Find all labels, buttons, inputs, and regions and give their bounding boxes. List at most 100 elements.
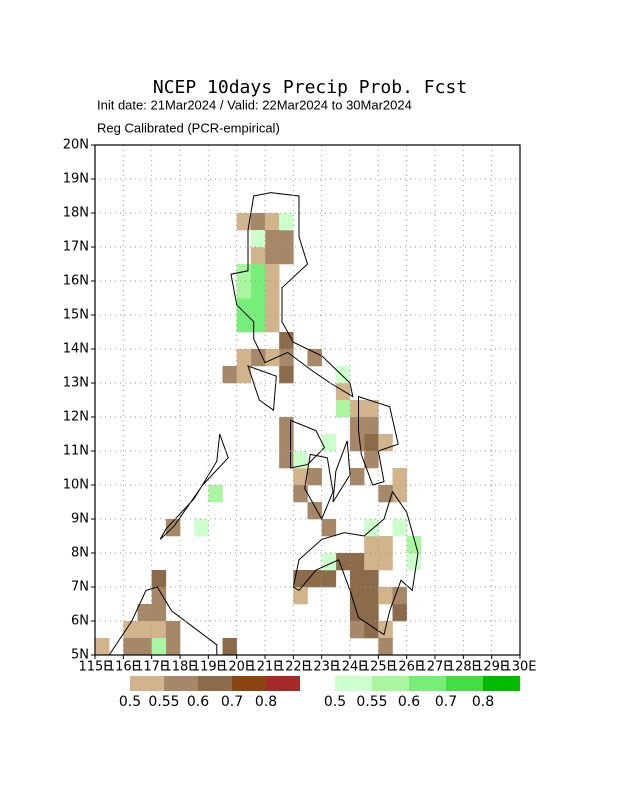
prob-cell <box>335 400 351 418</box>
prob-cell <box>350 553 365 571</box>
y-tick-label: 15N <box>63 308 89 323</box>
prob-cell <box>250 281 266 299</box>
prob-cell <box>307 349 322 367</box>
prob-cell <box>279 366 294 384</box>
prob-cell <box>151 604 167 622</box>
cells <box>95 213 422 656</box>
prob-cell <box>236 281 252 299</box>
x-tick-label: 116E <box>107 660 140 675</box>
prob-cell <box>364 604 379 622</box>
prob-cell <box>335 383 351 401</box>
prob-cell <box>279 451 294 469</box>
prob-cell <box>250 264 266 282</box>
prob-cell <box>137 638 152 656</box>
legend-label: 0.6 <box>187 694 209 710</box>
legend-label: 0.7 <box>435 694 457 710</box>
legend-label: 0.55 <box>148 694 179 710</box>
prob-cell <box>293 485 308 503</box>
prob-cell <box>364 621 379 639</box>
legend-label: 0.5 <box>324 694 346 710</box>
prob-cell <box>378 638 393 656</box>
legend-label: 0.7 <box>221 694 243 710</box>
prob-cell <box>123 621 138 639</box>
prob-cell <box>350 621 365 639</box>
prob-cell <box>293 468 308 486</box>
prob-cell <box>378 485 393 503</box>
y-tick-label: 13N <box>63 376 89 391</box>
prob-cell <box>265 315 280 333</box>
prob-cell <box>350 468 365 486</box>
x-tick-label: 117E <box>135 660 168 675</box>
legend-label: 0.8 <box>255 694 277 710</box>
coast-outline <box>292 490 419 636</box>
prob-cell <box>350 400 365 418</box>
coast-outline <box>304 453 334 521</box>
legend-swatch <box>164 676 198 691</box>
prob-cell <box>279 417 294 435</box>
prob-cell <box>350 570 365 588</box>
x-tick-label: 122E <box>277 660 310 675</box>
prob-cell <box>307 570 322 588</box>
x-tick-label: 123E <box>305 660 338 675</box>
x-tick-label: 126E <box>390 660 423 675</box>
legend-swatch <box>130 676 164 691</box>
prob-cell <box>250 349 266 367</box>
prob-cell <box>208 485 223 503</box>
legend-swatch <box>446 676 483 691</box>
y-tick-label: 11N <box>63 444 89 459</box>
prob-cell <box>364 587 379 605</box>
prob-cell <box>151 621 167 639</box>
y-tick-label: 19N <box>63 172 89 187</box>
prob-cell <box>392 587 407 605</box>
prob-cell <box>392 604 407 622</box>
coast-outline <box>358 395 399 486</box>
prob-cell <box>265 264 280 282</box>
prob-cell <box>265 298 280 316</box>
prob-cell <box>350 587 365 605</box>
prob-cell <box>265 247 280 265</box>
y-tick-label: 20N <box>63 138 89 153</box>
coast-outline <box>332 440 351 503</box>
prob-cell <box>364 400 379 418</box>
prob-cell <box>165 638 181 656</box>
coast-outline <box>108 586 218 656</box>
x-tick-label: 118E <box>163 660 196 675</box>
coastline <box>108 192 419 656</box>
prob-cell <box>250 315 266 333</box>
x-tick-label: 120E <box>220 660 253 675</box>
prob-cell <box>265 281 280 299</box>
chart-title: NCEP 10days Precip Prob. Fcst <box>153 77 467 98</box>
prob-cell <box>307 468 322 486</box>
prob-cell <box>378 553 393 571</box>
prob-cell <box>123 638 138 656</box>
prob-cell <box>250 247 266 265</box>
prob-cell <box>335 553 351 571</box>
prob-cell <box>335 366 351 384</box>
prob-cell <box>236 366 252 384</box>
prob-cell <box>194 519 209 537</box>
prob-cell <box>364 434 379 452</box>
y-tick-label: 18N <box>63 206 89 221</box>
prob-cell <box>293 451 308 469</box>
prob-cell <box>350 434 365 452</box>
x-tick-label: 115E <box>78 660 111 675</box>
legend: 0.5 0.55 0.6 0.7 0.8 0.5 0.55 0.6 0.7 0.8 <box>119 676 520 710</box>
prob-cell <box>321 519 337 537</box>
y-tick-label: 16N <box>63 274 89 289</box>
prob-cell <box>406 553 422 571</box>
legend-label: 0.8 <box>472 694 494 710</box>
coast-outline <box>290 419 326 469</box>
legend-label: 0.5 <box>119 694 141 710</box>
prob-cell <box>236 213 252 231</box>
x-tick-label: 127E <box>418 660 451 675</box>
y-tick-label: 17N <box>63 240 89 255</box>
y-tick-label: 14N <box>63 342 89 357</box>
prob-cell <box>279 213 294 231</box>
prob-cell <box>364 417 379 435</box>
coast-outline <box>159 433 229 540</box>
x-tick-label: 128E <box>447 660 480 675</box>
legend-swatch <box>232 676 266 691</box>
note: Reg Calibrated (PCR-empirical) <box>97 120 280 135</box>
legend-label: 0.6 <box>398 694 420 710</box>
prob-cell <box>137 604 152 622</box>
